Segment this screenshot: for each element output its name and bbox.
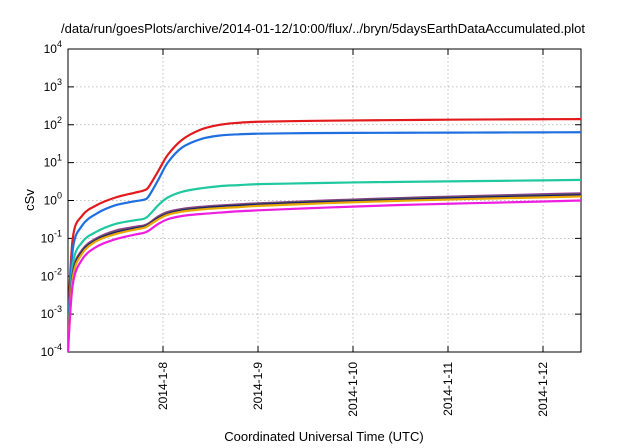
series-line-7 xyxy=(68,195,581,351)
series-line-8 xyxy=(68,199,581,352)
y-axis-label: cSv xyxy=(22,189,37,211)
y-tick-label: 10-2 xyxy=(41,266,62,283)
series-line-2 xyxy=(68,131,581,336)
series-group xyxy=(68,118,581,352)
x-tick-label: 2014-1-8 xyxy=(156,362,170,410)
series-line-4 xyxy=(68,192,581,347)
series-line-5 xyxy=(68,192,581,348)
series-line-1 xyxy=(68,118,581,327)
x-tick-label: 2014-1-11 xyxy=(441,362,455,416)
chart-title: /data/run/goesPlots/archive/2014-01-12/1… xyxy=(61,21,585,36)
x-tick-label: 2014-1-9 xyxy=(251,362,265,410)
y-tick-label: 101 xyxy=(44,153,62,170)
y-tick-label: 10-1 xyxy=(41,228,62,245)
y-tick-label: 10-4 xyxy=(41,342,62,359)
y-tick-label: 100 xyxy=(44,191,62,208)
x-axis-label: Coordinated Universal Time (UTC) xyxy=(224,429,423,444)
series-line-3 xyxy=(68,178,581,342)
x-tick-label: 2014-1-12 xyxy=(536,362,550,417)
axis-ticks: 10-4 10-3 10-2 10-1 100 101 102 103 104 2014-1-8 2… xyxy=(41,39,581,417)
y-tick-label: 10-3 xyxy=(41,304,62,321)
y-tick-label: 103 xyxy=(44,77,62,94)
x-tick-label: 2014-1-10 xyxy=(346,362,360,417)
y-tick-label: 102 xyxy=(44,115,62,132)
y-tick-label: 104 xyxy=(44,39,62,56)
